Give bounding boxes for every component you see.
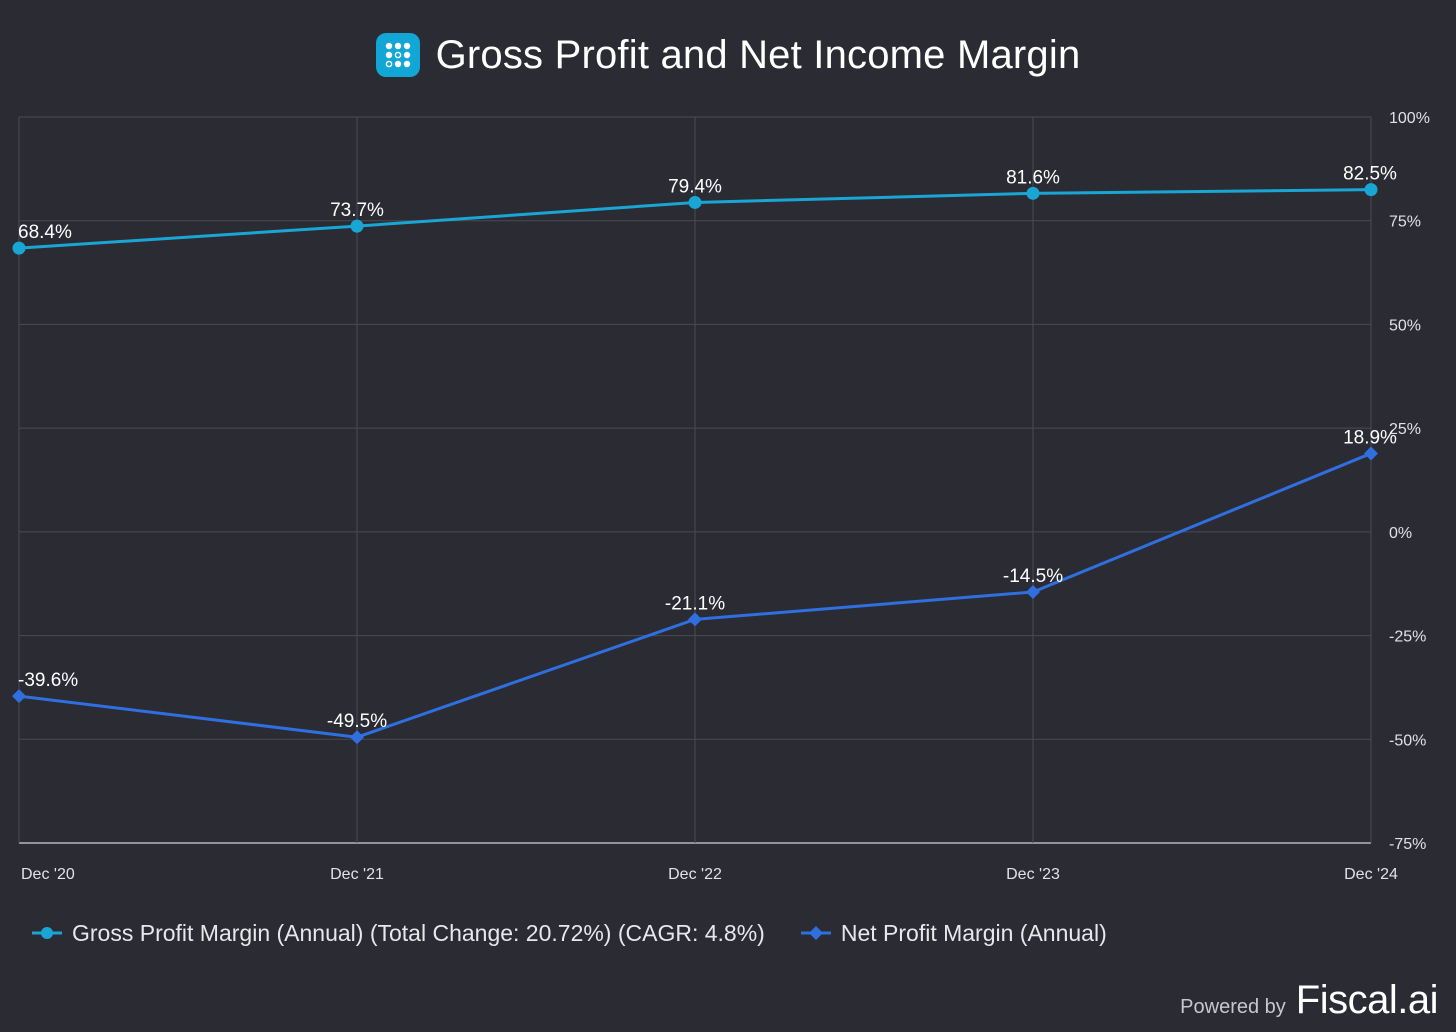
data-point-net-profit-margin [1364, 446, 1378, 461]
data-point-gross-profit-margin [1026, 186, 1040, 200]
y-tick-label: 75% [1389, 214, 1421, 231]
y-tick-label: 100% [1389, 110, 1430, 127]
y-tick-label: -75% [1389, 836, 1426, 853]
y-tick-label: 25% [1389, 421, 1421, 438]
data-point-net-profit-margin [350, 730, 364, 745]
data-label-gross-profit-margin: 68.4% [18, 222, 72, 243]
footer-attribution: Powered by Fiscal.ai [1180, 978, 1438, 1023]
fiscal-ai-brand-logo[interactable]: Fiscal.ai [1295, 978, 1439, 1022]
circle-marker-icon [32, 927, 62, 939]
y-tick-label: -25% [1389, 629, 1426, 646]
legend-item-net-profit-margin[interactable]: Net Profit Margin (Annual) [800, 919, 1107, 947]
data-point-net-profit-margin [688, 612, 702, 627]
data-point-net-profit-margin [12, 689, 26, 704]
data-point-gross-profit-margin [688, 195, 702, 209]
x-tick-label: Dec '21 [330, 866, 384, 883]
powered-by-label: Powered by [1180, 996, 1286, 1018]
chart-header: Gross Profit and Net Income Margin [0, 0, 1456, 110]
data-label-net-profit-margin: -39.6% [18, 670, 78, 691]
x-tick-label: Dec '23 [1006, 866, 1060, 883]
fiscal-ai-logo-icon [375, 33, 420, 77]
data-label-net-profit-margin: 18.9% [1343, 427, 1397, 448]
diamond-marker-icon [800, 926, 831, 940]
y-tick-label: 50% [1389, 317, 1421, 334]
legend-item-gross-profit-margin[interactable]: Gross Profit Margin (Annual) (Total Chan… [32, 920, 765, 947]
data-label-gross-profit-margin: 82.5% [1343, 164, 1397, 185]
data-label-gross-profit-margin: 81.6% [1006, 167, 1060, 188]
x-tick-label: Dec '24 [1344, 866, 1398, 883]
chart-legend: Gross Profit Margin (Annual) (Total Chan… [32, 912, 1143, 954]
data-point-gross-profit-margin [350, 219, 364, 233]
data-label-gross-profit-margin: 73.7% [330, 200, 384, 221]
data-label-net-profit-margin: -21.1% [665, 593, 725, 614]
data-label-net-profit-margin: -14.5% [1003, 566, 1063, 587]
data-label-net-profit-margin: -49.5% [327, 711, 387, 732]
legend-label-gross-profit-margin: Gross Profit Margin (Annual) (Total Chan… [72, 919, 765, 946]
data-point-net-profit-margin [1026, 585, 1040, 600]
y-tick-label: 0% [1389, 525, 1412, 542]
data-label-gross-profit-margin: 79.4% [668, 176, 722, 197]
x-tick-label: Dec '22 [668, 866, 722, 883]
data-point-gross-profit-margin [1364, 183, 1378, 197]
data-point-gross-profit-margin [12, 241, 26, 255]
x-tick-label: Dec '20 [21, 866, 75, 883]
y-tick-label: -50% [1389, 732, 1426, 749]
chart-title: Gross Profit and Net Income Margin [435, 32, 1081, 77]
legend-label-net-profit-margin: Net Profit Margin (Annual) [840, 919, 1107, 946]
